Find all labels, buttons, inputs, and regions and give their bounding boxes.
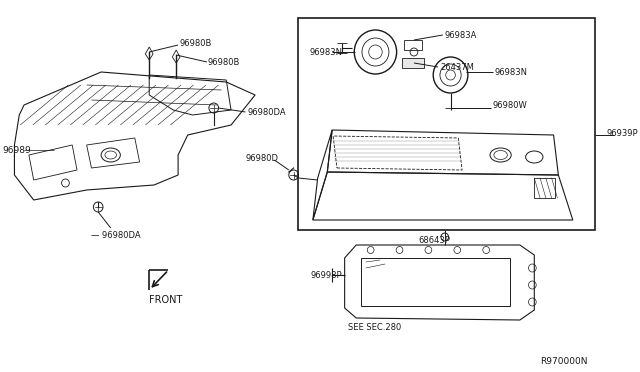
Bar (298, 18, 595, 230)
Text: 96939P: 96939P (607, 128, 638, 138)
Polygon shape (145, 47, 153, 60)
Bar (534, 178, 556, 198)
Polygon shape (172, 50, 180, 63)
Text: 68643P: 68643P (419, 235, 451, 244)
Text: 96983N: 96983N (495, 67, 528, 77)
Text: R970000N: R970000N (540, 357, 588, 366)
Text: FRONT: FRONT (149, 295, 182, 305)
Text: 26437M: 26437M (440, 62, 474, 71)
Text: 96989: 96989 (2, 145, 31, 154)
Bar (361, 258, 510, 306)
Text: 96980D: 96980D (246, 154, 278, 163)
Text: 96983N: 96983N (310, 48, 343, 57)
Text: 96983A: 96983A (445, 31, 477, 39)
Text: 96980B: 96980B (208, 58, 240, 67)
Text: SEE SEC.280: SEE SEC.280 (349, 324, 402, 333)
Text: 96980DA: 96980DA (248, 108, 286, 116)
Text: 96998P: 96998P (310, 270, 342, 279)
Bar (404, 40, 422, 50)
Text: 96980W: 96980W (493, 100, 527, 109)
Bar (403, 58, 424, 68)
Text: — 96980DA: — 96980DA (92, 231, 141, 240)
Text: 96980B: 96980B (179, 38, 211, 48)
